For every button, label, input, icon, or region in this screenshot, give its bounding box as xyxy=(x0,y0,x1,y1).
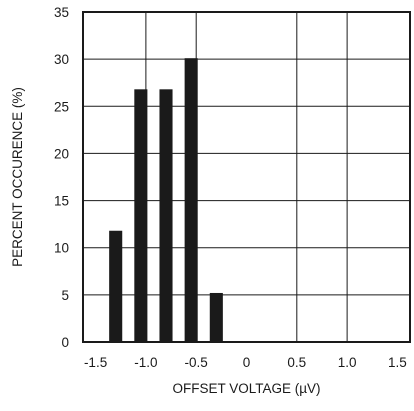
y-axis-title: PERCENT OCCURENCE (%) xyxy=(10,87,25,267)
y-tick-label: 0 xyxy=(61,335,69,350)
histogram-bar xyxy=(109,231,122,342)
x-tick-label: 0.5 xyxy=(287,355,306,370)
x-tick-label: -1.0 xyxy=(134,355,157,370)
grid-layer xyxy=(83,12,410,342)
y-tick-label: 10 xyxy=(54,241,69,256)
x-tick-label: -1.5 xyxy=(84,355,107,370)
histogram-bar xyxy=(185,58,198,342)
y-tick-label: 5 xyxy=(61,288,69,303)
x-tick-label: -0.5 xyxy=(185,355,208,370)
x-axis-title: OFFSET VOLTAGE (µV) xyxy=(172,381,320,396)
y-tick-label: 30 xyxy=(54,52,69,67)
x-tick-label: 1.0 xyxy=(338,355,357,370)
y-tick-label: 20 xyxy=(54,146,69,161)
histogram-bar xyxy=(134,89,147,342)
x-tick-label: 1.5 xyxy=(388,355,407,370)
x-tick-labels: -1.5 -1.0 -0.5 0 0.5 1.0 1.5 xyxy=(84,355,407,370)
y-tick-labels: 0 5 10 15 20 25 30 35 xyxy=(54,5,69,350)
plot-frame xyxy=(83,12,410,342)
y-tick-label: 15 xyxy=(54,194,69,209)
y-tick-label: 25 xyxy=(54,99,69,114)
histogram-bar xyxy=(159,89,172,342)
histogram-bar xyxy=(210,293,223,342)
y-tick-label: 35 xyxy=(54,5,69,20)
x-tick-label: 0 xyxy=(243,355,251,370)
